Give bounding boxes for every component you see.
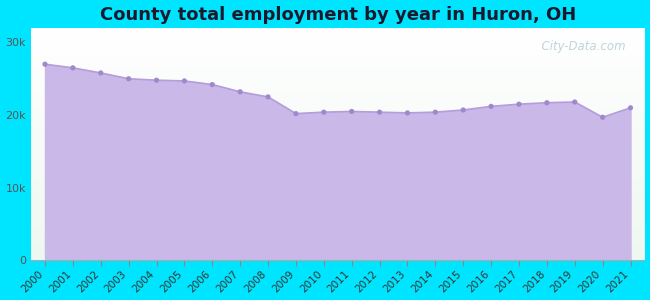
Point (291, 111, 301, 116)
Point (346, 109, 357, 114)
Text: City-Data.com: City-Data.com (534, 40, 626, 52)
Point (68, 65, 78, 70)
Point (597, 115, 608, 120)
Point (263, 94, 273, 99)
Point (541, 100, 552, 105)
Point (486, 104, 497, 109)
Point (458, 108, 469, 112)
Point (402, 110, 413, 115)
Point (374, 110, 385, 115)
Point (207, 82, 218, 87)
Point (151, 78, 162, 82)
Point (625, 105, 636, 110)
Point (514, 102, 524, 106)
Point (40, 62, 50, 67)
Point (569, 100, 580, 104)
Point (430, 110, 441, 115)
Point (179, 79, 190, 83)
Point (96, 70, 106, 75)
Point (124, 76, 134, 81)
Point (235, 89, 245, 94)
Title: County total employment by year in Huron, OH: County total employment by year in Huron… (99, 6, 576, 24)
Point (318, 110, 329, 115)
